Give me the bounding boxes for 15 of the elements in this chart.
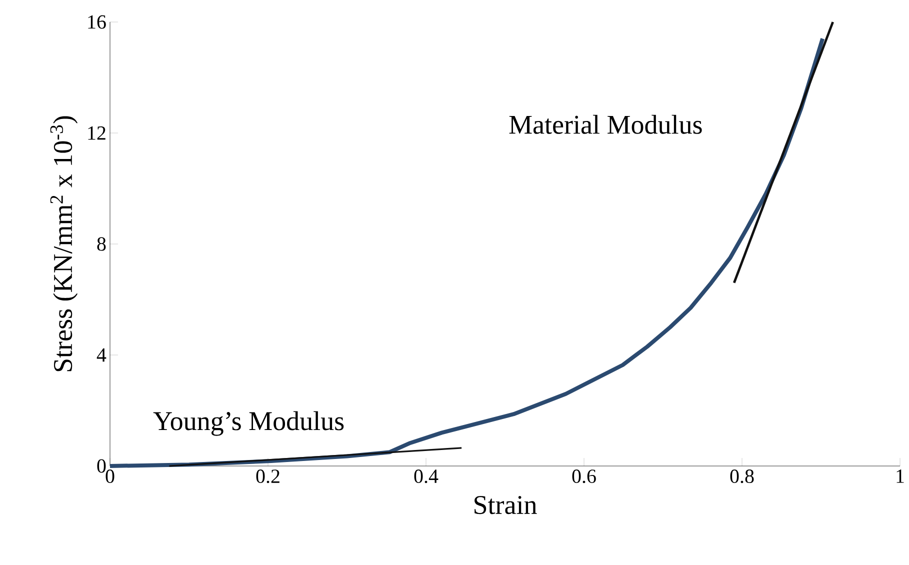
y-tick-label: 12 bbox=[88, 126, 106, 140]
x-tick-label: 0.6 bbox=[572, 470, 596, 484]
x-tick-label: 0.2 bbox=[256, 470, 280, 484]
x-tick-label: 0 bbox=[106, 470, 114, 484]
y-tick-label: 4 bbox=[96, 348, 106, 362]
y-tick-label: 0 bbox=[97, 459, 106, 473]
x-axis-title: Strain bbox=[474, 496, 537, 514]
annotation: Young’s Modulus bbox=[153, 411, 344, 436]
x-tick-label: 0.8 bbox=[730, 470, 754, 484]
x-tick-label: 0.4 bbox=[414, 470, 438, 484]
x-tick-label: 1 bbox=[896, 470, 904, 483]
y-axis-title: Stress (KN/mm$^{2}$ x 10$^{-3}$) bbox=[50, 116, 78, 372]
y-tick-label: 8 bbox=[97, 237, 106, 251]
annotation: Material Modulus bbox=[509, 114, 702, 134]
y-tick-label: 16 bbox=[88, 15, 106, 29]
